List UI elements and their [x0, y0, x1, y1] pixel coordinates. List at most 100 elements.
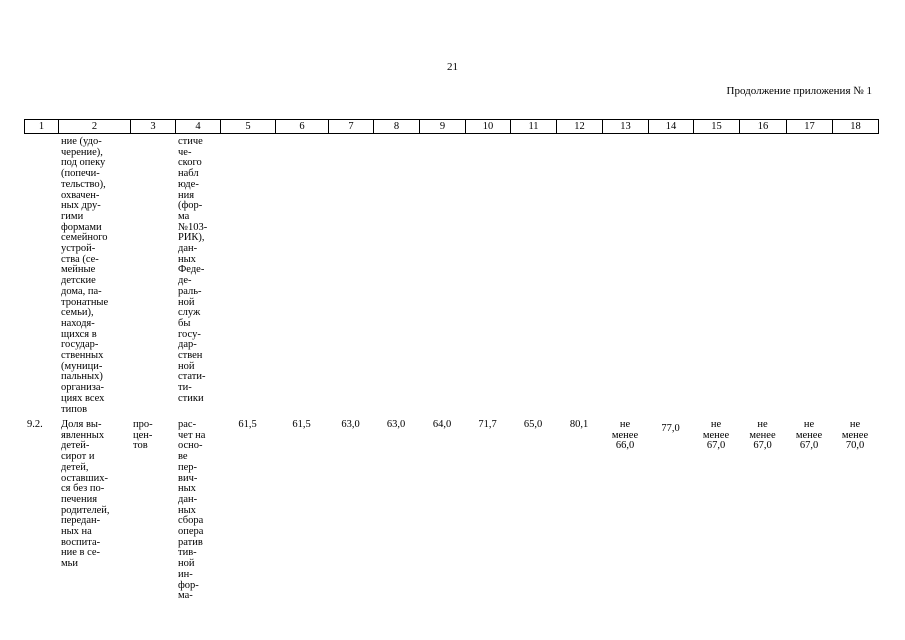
cell-line: де- [178, 275, 192, 287]
cell-line: детские [61, 275, 96, 287]
cell-line: 80,1 [569, 419, 589, 430]
cell-line: ствен [178, 350, 203, 362]
cell-line: 61,5 [238, 419, 257, 430]
cell-line: (попечи- [61, 168, 100, 180]
table-cell: 63,0 [373, 419, 419, 431]
table-cell: не менее 70,0 [832, 419, 878, 452]
cell-line: родителей, [61, 504, 110, 516]
cell-line: юде- [178, 178, 199, 190]
table-cell: не менее 67,0 [739, 419, 786, 452]
cell-line: 64,0 [432, 419, 452, 430]
cell-line: циях всех [61, 392, 105, 404]
cell-line: ных дру- [61, 200, 101, 212]
cell-line: дар- [178, 339, 197, 351]
cell-line: менее [841, 429, 869, 441]
table-cell: 63,0 [328, 419, 373, 431]
cell-line: 77,0 [661, 423, 680, 434]
header-cell: 7 [328, 119, 374, 134]
cell-line: сирот и [61, 451, 95, 463]
header-cell: 11 [510, 119, 557, 134]
cell-line: щихся в [61, 328, 97, 340]
cell-line: ных на [61, 526, 92, 538]
cell-line: мейные [61, 264, 96, 276]
cell-line: менее [795, 429, 823, 441]
cell-line: государ- [61, 339, 99, 351]
cell-line: ма- [178, 590, 193, 602]
cell-line: не [757, 419, 768, 430]
header-cell: 18 [832, 119, 879, 134]
cell-line: чет на [178, 429, 206, 441]
cell-line: Доля вы- [61, 419, 102, 430]
cell-line: 63,0 [341, 419, 360, 430]
cell-line: госу- [178, 328, 201, 340]
cell-line: ственных [61, 350, 104, 362]
cell-line: стиче [178, 136, 203, 147]
cell-line: ной [178, 360, 195, 372]
cell-line: печения [61, 493, 98, 505]
cell-line: сбора [178, 515, 204, 527]
cell-line: ной [178, 296, 195, 308]
header-cell: 14 [648, 119, 694, 134]
table-cell: 61,5 [275, 419, 328, 431]
cell-line: явленных [61, 429, 105, 441]
header-cell: 6 [275, 119, 329, 134]
table-cell: не менее 67,0 [693, 419, 739, 452]
cell-line: охвачен- [61, 189, 100, 201]
cell-line: устрой- [61, 243, 96, 255]
cell-line: 9.2. [27, 419, 43, 430]
header-cell: 5 [220, 119, 276, 134]
cell-line: менее [611, 429, 639, 441]
cell-line: находя- [61, 317, 95, 329]
cell-line: служ [178, 307, 201, 319]
cell-line: организа- [61, 382, 105, 394]
cell-line: (фор- [178, 200, 203, 212]
cell-line: не [803, 419, 815, 430]
table-cell: не менее 67,0 [786, 419, 832, 452]
header-cell: 4 [175, 119, 221, 134]
cell-line: вич- [178, 472, 198, 484]
cell-line: не [710, 419, 722, 430]
cell-line: пер- [178, 461, 198, 473]
page-number: 21 [447, 61, 458, 73]
cell-line: ства (се- [61, 253, 99, 265]
cell-line: ние в се- [61, 547, 101, 559]
cell-line: дома, па- [61, 285, 102, 297]
cell-line: №103- [178, 221, 208, 233]
cell-line: мьи [61, 558, 79, 570]
cell-line: рас- [178, 419, 197, 430]
header-cell: 2 [58, 119, 131, 134]
cell-line: семьи), [61, 307, 94, 319]
cell-line: ся без по- [61, 483, 105, 495]
cell-line: ных [178, 483, 196, 495]
cell-line: тов [133, 440, 148, 452]
cell-line: ных [178, 253, 196, 265]
cell-line: типов [61, 403, 88, 415]
cell-line: осно- [178, 440, 203, 452]
cell-line: 61,5 [292, 419, 311, 430]
cell-line: 71,7 [478, 419, 497, 430]
table-cell: 61,5 [220, 419, 275, 431]
cell-line: набл [178, 168, 199, 180]
table-cell: 71,7 [465, 419, 510, 431]
cell-line: дан- [178, 493, 198, 505]
cell-line: формами [61, 221, 102, 233]
header-cell: 3 [130, 119, 176, 134]
cell-line: гими [61, 210, 84, 222]
cell-line: воспита- [61, 536, 101, 548]
header-cell: 12 [556, 119, 603, 134]
table-cell: 64,0 [419, 419, 465, 431]
table-cell: 65,0 [510, 419, 556, 431]
cell-line: тив- [178, 547, 197, 559]
table-cell: 77,0 [648, 423, 693, 435]
cell-line: ние (удо- [61, 136, 102, 147]
header-cell: 16 [739, 119, 787, 134]
cell-line: ния [178, 189, 195, 201]
cell-line: 67,0 [706, 440, 726, 452]
cell-line: 70,0 [845, 440, 865, 452]
cell-line: ского [178, 157, 202, 169]
cell-line: под опеку [61, 157, 106, 169]
header-cell: 15 [693, 119, 740, 134]
cell-line: ной [178, 558, 195, 570]
cell-line: 67,0 [753, 440, 772, 452]
